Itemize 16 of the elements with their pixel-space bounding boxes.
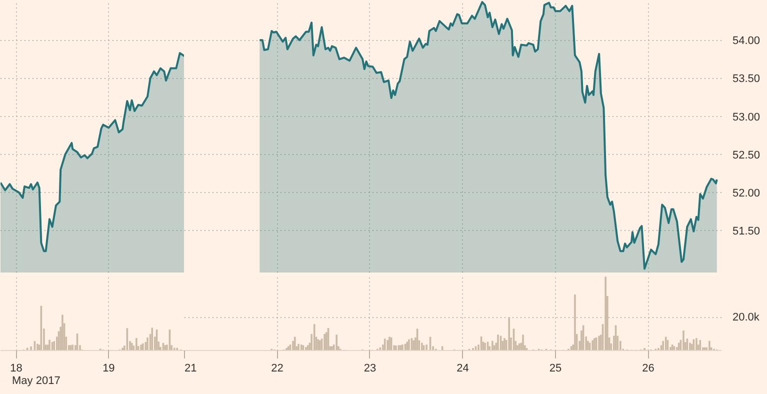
x-tick-label: 26 [642, 362, 654, 374]
x-tick-label: 19 [102, 362, 115, 374]
y-tick-label: 53.00 [732, 111, 760, 124]
x-tick-label: 18 [10, 362, 22, 374]
x-tick-label: 25 [549, 362, 562, 374]
y-tick-label: 52.00 [732, 188, 760, 200]
x-tick-label: 21 [184, 362, 197, 374]
x-tick-label: 23 [364, 362, 376, 374]
y-tick-label: 51.50 [732, 226, 760, 238]
y-tick-label: 54.00 [732, 35, 760, 48]
text: May 2017 [12, 374, 60, 389]
y-tick-label: 52.50 [732, 149, 760, 162]
x-tick-label: 24 [456, 362, 469, 374]
y-tick-label: 20.0k [732, 311, 760, 324]
y-tick-label: 53.50 [732, 73, 760, 86]
x-tick-label: 22 [271, 362, 284, 374]
